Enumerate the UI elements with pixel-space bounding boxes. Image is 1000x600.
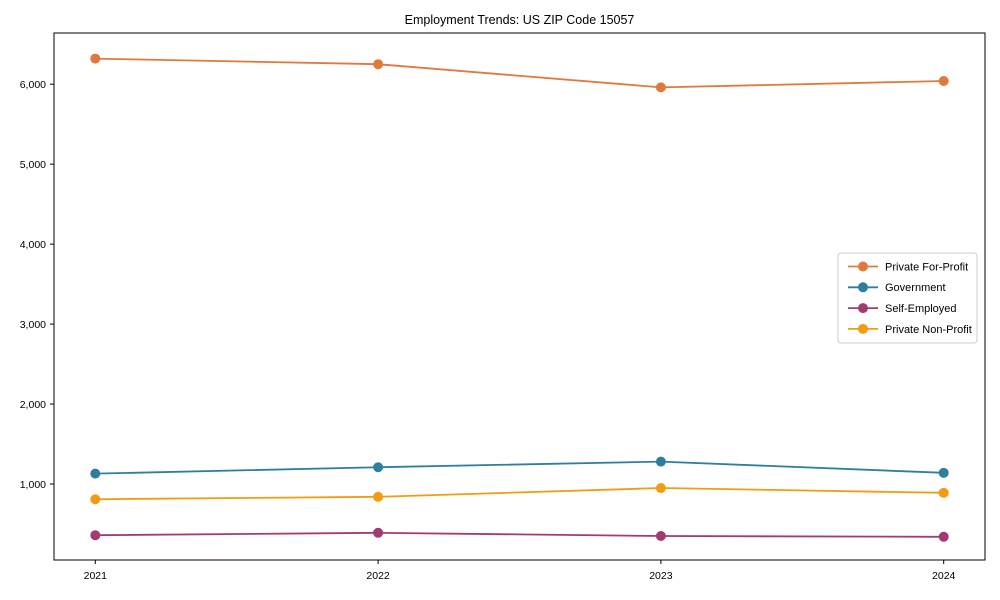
legend-item-private-for-profit: Private For-Profit [848, 261, 968, 273]
legend-marker [858, 282, 868, 293]
series-line-private-for-profit [95, 57, 944, 89]
x-tick-label: 2021 [84, 570, 108, 582]
series-line-private-non-profit [95, 487, 944, 501]
data-point-self-employed-2023 [655, 531, 666, 542]
series-line-self-employed [95, 531, 944, 538]
y-tick-label: 2,000 [20, 399, 46, 411]
data-point-government-2024 [938, 467, 949, 478]
legend-item-self-employed: Self-Employed [848, 303, 957, 315]
series-layer [90, 53, 949, 542]
x-tick-label: 2022 [366, 570, 390, 582]
data-point-private-for-profit-2024 [938, 75, 949, 86]
y-tick-label: 1,000 [20, 479, 46, 491]
axis-ticks-layer: 1,000 2,000 3,000 4,000 5,000 6,000 2021 2022 20… [20, 79, 956, 582]
legend-label: Government [885, 282, 946, 294]
data-point-private-for-profit-2021 [90, 53, 101, 64]
y-tick-label: 3,000 [20, 319, 46, 331]
legend-box [837, 252, 978, 344]
data-point-private-non-profit-2022 [373, 491, 384, 502]
legend-item-private-non-profit: Private Non-Profit [848, 324, 972, 336]
data-point-government-2023 [655, 456, 666, 467]
series-line-government [95, 460, 944, 475]
legend-marker [858, 261, 868, 272]
data-point-self-employed-2021 [90, 530, 101, 541]
legend-marker [858, 303, 868, 314]
chart-title: Employment Trends: US ZIP Code 15057 [405, 13, 635, 27]
legend-item-government: Government [848, 282, 946, 294]
y-tick-label: 5,000 [20, 159, 46, 171]
x-tick-label: 2024 [932, 570, 956, 582]
data-point-private-non-profit-2023 [655, 483, 666, 494]
legend-label: Self-Employed [885, 303, 957, 315]
data-point-government-2022 [373, 462, 384, 473]
data-point-government-2021 [90, 468, 101, 479]
data-point-self-employed-2024 [938, 531, 949, 542]
data-point-self-employed-2022 [373, 527, 384, 538]
legend: Private For-Profit Government Self-Employe… [837, 252, 978, 344]
x-tick-label: 2023 [649, 570, 673, 582]
data-point-private-non-profit-2021 [90, 494, 101, 505]
data-point-private-non-profit-2024 [938, 487, 949, 498]
legend-label: Private For-Profit [885, 261, 968, 273]
y-tick-label: 4,000 [20, 239, 46, 251]
legend-label: Private Non-Profit [885, 324, 972, 336]
y-tick-label: 6,000 [20, 79, 46, 91]
plot-border [53, 32, 986, 561]
data-point-private-for-profit-2022 [373, 59, 384, 70]
legend-marker [858, 323, 868, 334]
data-point-private-for-profit-2023 [655, 82, 666, 93]
